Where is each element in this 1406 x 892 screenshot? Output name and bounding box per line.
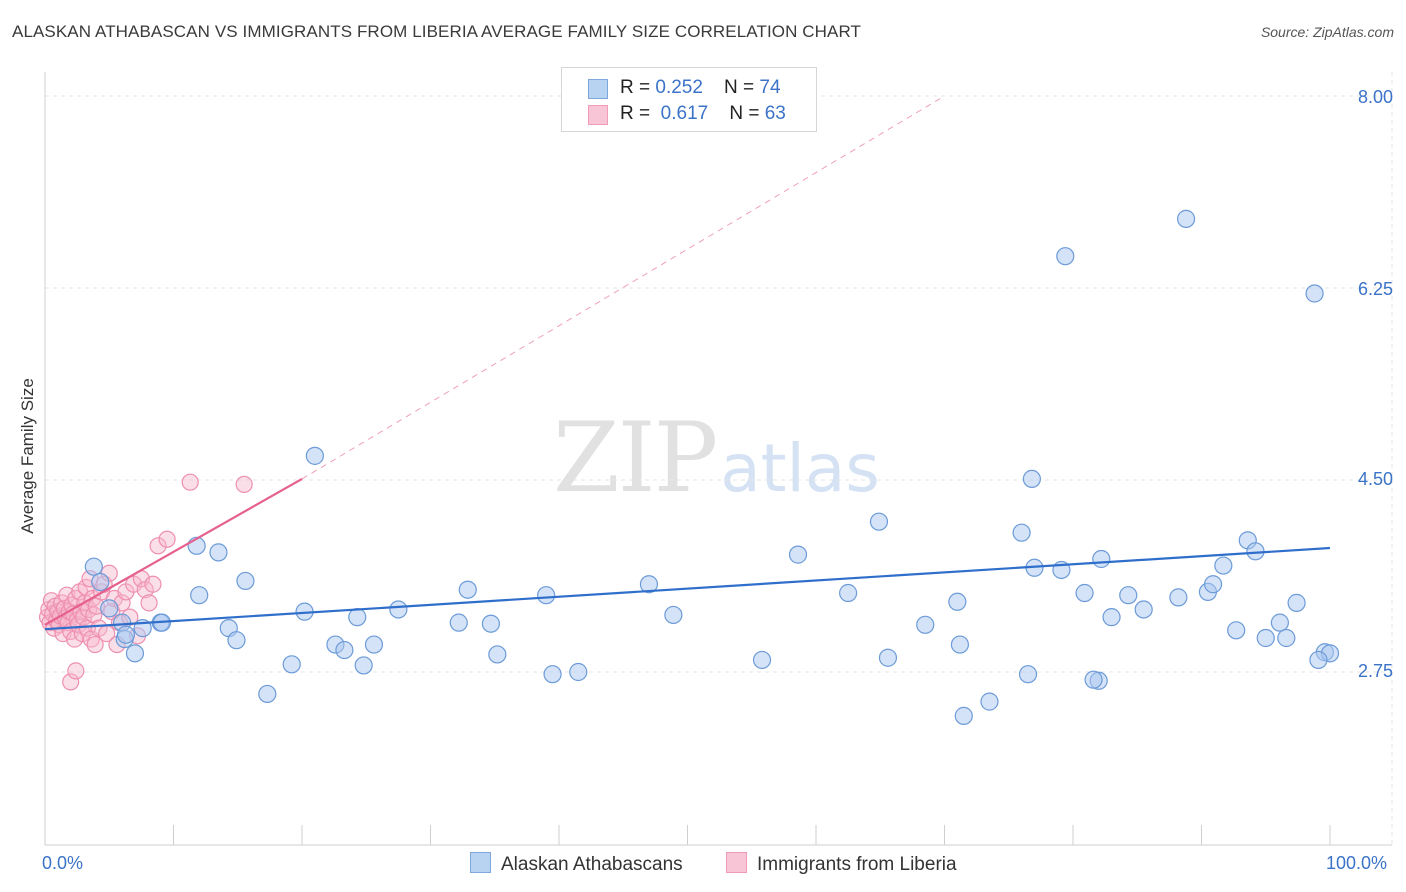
legend-swatch-blue bbox=[588, 79, 608, 99]
athabascan-point bbox=[1012, 523, 1031, 542]
athabascan-point bbox=[1169, 588, 1188, 607]
athabascan-point bbox=[364, 635, 384, 654]
athabascan-point bbox=[950, 635, 970, 654]
y-axis-label: Average Family Size bbox=[18, 378, 37, 534]
athabascan-point bbox=[1256, 628, 1275, 648]
athabascan-point bbox=[354, 656, 373, 675]
x-tick-label-100: 100.0% bbox=[1326, 853, 1388, 873]
athabascan-point bbox=[537, 586, 556, 605]
liberia-point bbox=[181, 473, 199, 491]
athabascan-point bbox=[1305, 284, 1324, 303]
athabascan-point bbox=[100, 599, 119, 618]
athabascan-point bbox=[948, 592, 967, 611]
trend-lines bbox=[44, 95, 1331, 631]
athabascan-point bbox=[1270, 613, 1289, 632]
athabascan-point bbox=[449, 613, 468, 632]
athabascan-point bbox=[1018, 665, 1038, 684]
athabascan-point bbox=[543, 665, 562, 684]
bottom-legend-label-athabascan: Alaskan Athabascans bbox=[501, 854, 683, 875]
athabascan-point bbox=[664, 605, 683, 625]
athabascan-point bbox=[282, 655, 301, 674]
athabascan-point bbox=[236, 571, 255, 591]
legend-text-liberia: R = 0.617 N = 63 bbox=[620, 103, 786, 124]
athabascan-point bbox=[1084, 670, 1103, 689]
bottom-legend-liberia: Immigrants from Liberia bbox=[726, 852, 957, 876]
athabascan-point bbox=[878, 648, 898, 667]
grid-lines bbox=[45, 72, 1393, 845]
legend-swatch-pink bbox=[588, 105, 608, 125]
athabascan-point bbox=[348, 608, 367, 627]
athabascan-point bbox=[839, 583, 858, 603]
athabascan-point bbox=[788, 545, 808, 564]
athabascan-point bbox=[488, 645, 507, 664]
athabascan-point bbox=[1277, 628, 1296, 648]
athabascan-point bbox=[458, 580, 477, 599]
athabascan-point bbox=[1092, 549, 1111, 569]
liberia-point bbox=[149, 537, 167, 555]
athabascan-point bbox=[305, 446, 324, 465]
bottom-legend-label-liberia: Immigrants from Liberia bbox=[757, 854, 957, 875]
athabascan-point bbox=[335, 640, 354, 660]
liberia-trend-line bbox=[44, 477, 303, 626]
athabascan-point bbox=[1022, 469, 1041, 489]
liberia-point bbox=[140, 594, 158, 612]
liberia-point bbox=[144, 575, 162, 593]
y-tick-label-4.50: 4.50 bbox=[1357, 469, 1393, 489]
athabascan-trend-line bbox=[44, 546, 1331, 631]
athabascan-point bbox=[84, 557, 103, 576]
athabascan-point bbox=[190, 586, 209, 605]
athabascan-point bbox=[1176, 209, 1196, 228]
y-tick-label-8.00: 8.00 bbox=[1357, 87, 1393, 107]
chart-title: ALASKAN ATHABASCAN VS IMMIGRANTS FROM LI… bbox=[12, 22, 862, 41]
y-tick-label-2.75: 2.75 bbox=[1357, 661, 1393, 681]
liberia-point bbox=[62, 673, 80, 691]
source-credit: Source: ZipAtlas.com bbox=[1260, 24, 1394, 40]
bottom-legend-swatch-pink bbox=[726, 852, 747, 873]
athabascan-point bbox=[227, 631, 246, 650]
bottom-legend-athabascan: Alaskan Athabascans bbox=[470, 852, 683, 876]
athabascan-point bbox=[1214, 556, 1233, 575]
athabascan-point bbox=[91, 572, 110, 592]
y-tick-label-6.25: 6.25 bbox=[1357, 279, 1393, 299]
athabascan-point bbox=[1056, 247, 1075, 266]
liberia-trend-extension bbox=[301, 95, 945, 480]
liberia-points bbox=[38, 473, 253, 691]
athabascan-point bbox=[752, 650, 772, 670]
athabascan-point bbox=[1102, 608, 1121, 627]
athabascan-point bbox=[954, 706, 973, 725]
athabascan-point bbox=[258, 684, 277, 704]
athabascan-point bbox=[1309, 650, 1328, 670]
athabascan-point bbox=[116, 625, 136, 644]
liberia-point bbox=[58, 586, 76, 604]
athabascan-point bbox=[869, 512, 889, 531]
x-tick-label-0: 0.0% bbox=[42, 853, 84, 873]
liberia-point bbox=[158, 530, 176, 548]
axes bbox=[44, 72, 1392, 846]
athabascan-point bbox=[569, 662, 588, 682]
athabascan-point bbox=[1287, 593, 1306, 612]
liberia-point bbox=[86, 635, 104, 654]
bottom-legend-swatch-blue bbox=[470, 852, 491, 873]
athabascan-point bbox=[481, 614, 500, 633]
athabascan-point bbox=[916, 615, 935, 634]
athabascan-point bbox=[125, 644, 145, 663]
athabascan-point bbox=[639, 575, 659, 594]
athabascan-point bbox=[389, 600, 408, 619]
legend-text-athabascan: R = 0.252 N = 74 bbox=[620, 77, 781, 98]
athabascan-point bbox=[1119, 586, 1138, 605]
liberia-point bbox=[67, 662, 85, 680]
liberia-point bbox=[235, 475, 253, 493]
athabascan-point bbox=[209, 543, 228, 562]
athabascan-point bbox=[1227, 621, 1246, 640]
athabascan-points bbox=[84, 209, 1340, 725]
athabascan-point bbox=[1134, 600, 1153, 619]
athabascan-point bbox=[980, 692, 999, 711]
athabascan-point bbox=[1203, 575, 1223, 594]
athabascan-point bbox=[1075, 583, 1094, 603]
correlation-legend: R = 0.252 N = 74 R = 0.617 N = 63 bbox=[561, 67, 817, 132]
